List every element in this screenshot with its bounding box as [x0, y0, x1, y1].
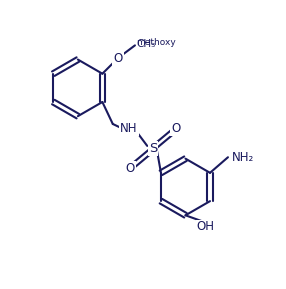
Text: O: O	[171, 123, 180, 136]
Text: NH₂: NH₂	[232, 151, 255, 164]
Text: OH: OH	[196, 220, 214, 233]
Text: NH: NH	[120, 123, 138, 136]
Text: O: O	[113, 52, 123, 65]
Text: O: O	[126, 162, 135, 175]
Text: S: S	[149, 142, 157, 155]
Text: methoxy: methoxy	[136, 38, 176, 47]
Text: CH₃: CH₃	[136, 39, 156, 49]
